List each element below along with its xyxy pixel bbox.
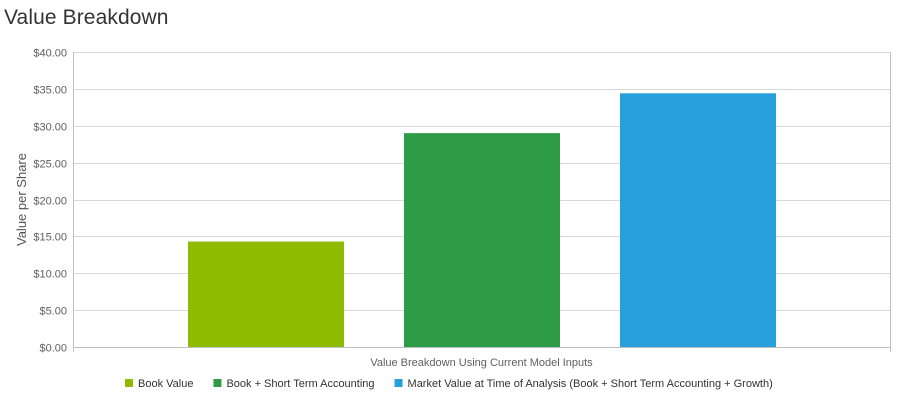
legend: Book Value Book + Short Term Accounting Ma… bbox=[125, 378, 773, 390]
y-tick-label: $15.00 bbox=[33, 232, 67, 244]
legend-item[interactable]: Book + Short Term Accounting bbox=[213, 378, 375, 390]
legend-label: Book + Short Term Accounting bbox=[226, 378, 374, 390]
bar-1[interactable] bbox=[188, 241, 344, 347]
y-tick-label: $0.00 bbox=[39, 343, 67, 355]
legend-item[interactable]: Book Value bbox=[125, 378, 193, 390]
y-tick-label: $40.00 bbox=[33, 48, 67, 60]
legend-swatch bbox=[394, 379, 403, 387]
axes bbox=[73, 52, 891, 352]
x-axis-title: Value Breakdown Using Current Model Inpu… bbox=[370, 357, 593, 369]
legend-label: Market Value at Time of Analysis (Book +… bbox=[408, 378, 773, 390]
y-axis-title: Value per Share bbox=[14, 153, 29, 246]
page-title: Value Breakdown bbox=[4, 6, 169, 29]
bar-2[interactable] bbox=[404, 133, 560, 347]
y-tick-label: $10.00 bbox=[33, 269, 67, 281]
y-tick-label: $25.00 bbox=[33, 159, 67, 171]
legend-swatch bbox=[213, 379, 222, 387]
bar-3[interactable] bbox=[620, 93, 776, 347]
y-axis-ticks: $0.00 $5.00 $10.00 $15.00 $20.00 $25.00 $30.00… bbox=[33, 48, 67, 355]
legend-swatch bbox=[125, 379, 133, 387]
legend-label: Book Value bbox=[138, 378, 193, 390]
y-tick-label: $5.00 bbox=[39, 306, 67, 318]
y-tick-label: $35.00 bbox=[33, 85, 67, 97]
y-tick-label: $30.00 bbox=[33, 122, 67, 134]
legend-item[interactable]: Market Value at Time of Analysis (Book +… bbox=[394, 378, 773, 390]
bars bbox=[188, 93, 776, 347]
y-tick-label: $20.00 bbox=[33, 196, 67, 208]
